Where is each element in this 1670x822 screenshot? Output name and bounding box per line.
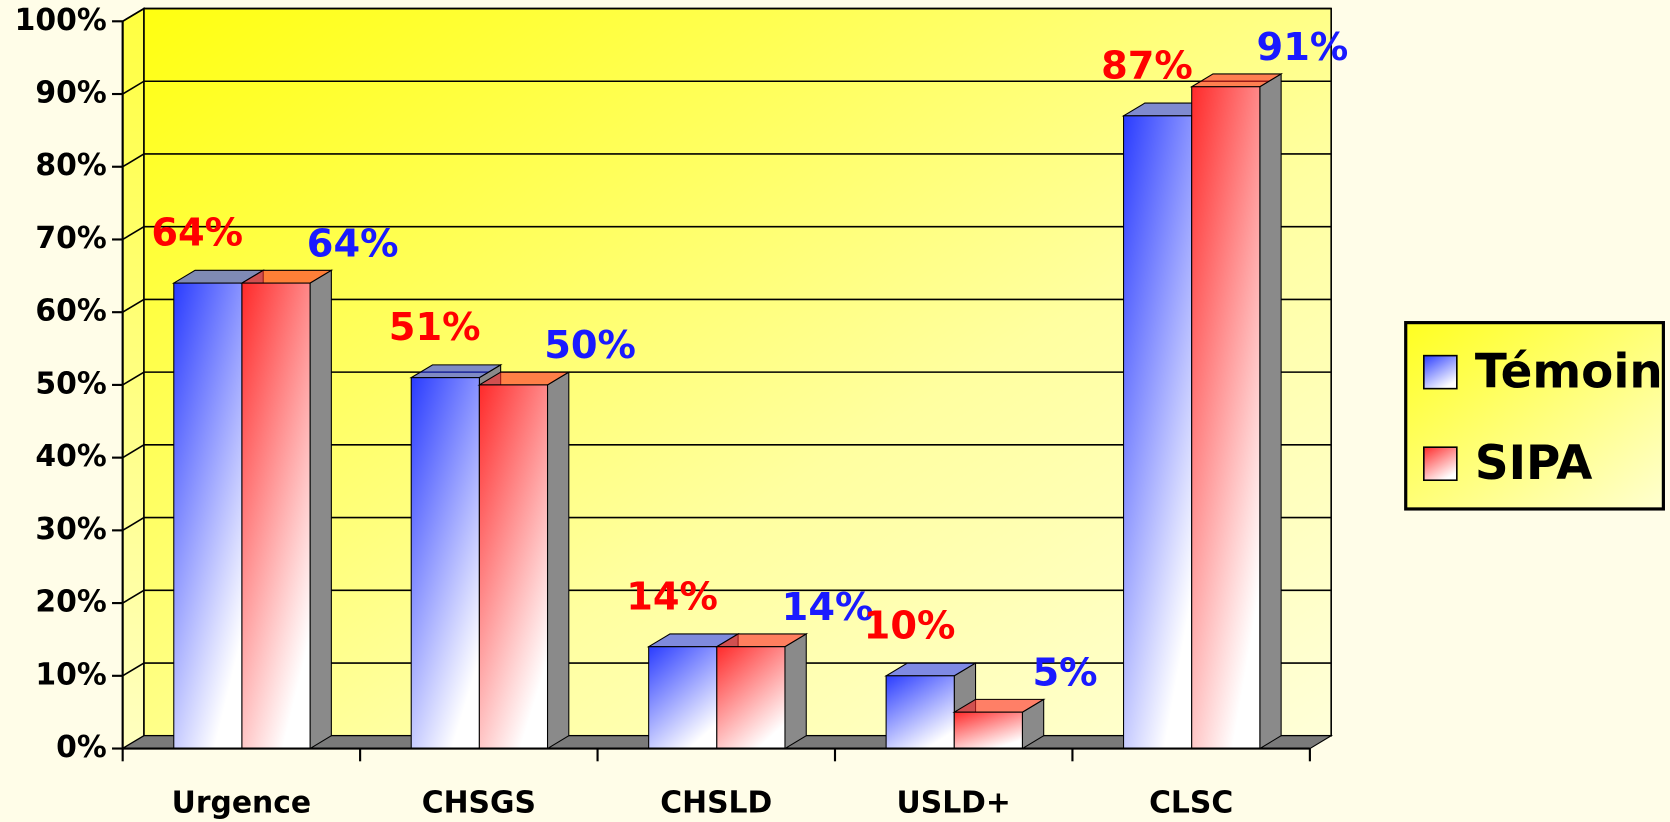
y-tick-label: 0% xyxy=(56,730,107,765)
y-tick-label: 50% xyxy=(35,366,106,401)
value-label: 14% xyxy=(626,574,718,619)
y-tick-label: 30% xyxy=(35,512,106,547)
bar-front xyxy=(953,711,1023,750)
bar-side xyxy=(546,371,570,750)
grid-line xyxy=(122,444,1332,459)
bar-front xyxy=(410,377,480,750)
bar xyxy=(1189,73,1284,750)
bar-front xyxy=(885,675,955,750)
legend: Témoin SIPA xyxy=(1404,321,1665,511)
value-label: 10% xyxy=(864,603,956,648)
bar-side xyxy=(309,269,332,750)
y-tick-label: 20% xyxy=(35,585,106,620)
grid-line xyxy=(122,371,1332,386)
y-tick-label: 100% xyxy=(15,3,107,38)
bar-front xyxy=(241,282,311,750)
grid-line xyxy=(122,589,1332,604)
legend-label: SIPA xyxy=(1475,437,1593,491)
grid-line xyxy=(122,153,1332,168)
y-tick-label: 80% xyxy=(35,148,106,183)
bar-front xyxy=(173,282,243,750)
legend-swatch xyxy=(1423,354,1458,390)
bar xyxy=(240,269,334,750)
value-label: 14% xyxy=(782,585,874,630)
grid-line xyxy=(122,298,1332,313)
value-label: 91% xyxy=(1257,25,1349,70)
bar xyxy=(477,371,571,750)
x-tick-label: USLD+ xyxy=(897,785,1011,820)
legend-label: Témoin xyxy=(1475,345,1663,399)
y-tick-label: 40% xyxy=(35,439,106,474)
value-label: 51% xyxy=(389,305,481,350)
value-label: 87% xyxy=(1101,43,1193,88)
bar-front xyxy=(478,384,549,750)
bar-side xyxy=(1259,73,1282,750)
grid-line xyxy=(122,516,1332,532)
bar-side xyxy=(784,633,807,750)
grid-line xyxy=(122,225,1332,241)
value-label: 64% xyxy=(151,211,243,256)
x-tick-label: CLSC xyxy=(1149,785,1233,820)
grid-line xyxy=(122,7,1332,22)
bar xyxy=(714,633,809,750)
legend-swatch xyxy=(1423,446,1458,482)
value-label: 64% xyxy=(307,221,399,266)
grid-line xyxy=(122,80,1332,95)
x-tick-label: Urgence xyxy=(172,785,312,820)
value-label: 5% xyxy=(1032,650,1097,695)
y-tick-label: 60% xyxy=(35,294,106,329)
y-tick-label: 10% xyxy=(35,657,106,692)
bar-front xyxy=(1191,86,1261,750)
y-tick-label: 70% xyxy=(35,221,106,256)
value-label: 50% xyxy=(544,323,636,368)
x-tick-label: CHSGS xyxy=(422,785,536,820)
y-tick-label: 90% xyxy=(35,76,106,111)
x-tick-label: CHSLD xyxy=(660,785,772,820)
bar-front xyxy=(716,646,786,750)
bar-front xyxy=(648,646,718,750)
bar xyxy=(952,698,1046,750)
bar-front xyxy=(1123,115,1193,750)
